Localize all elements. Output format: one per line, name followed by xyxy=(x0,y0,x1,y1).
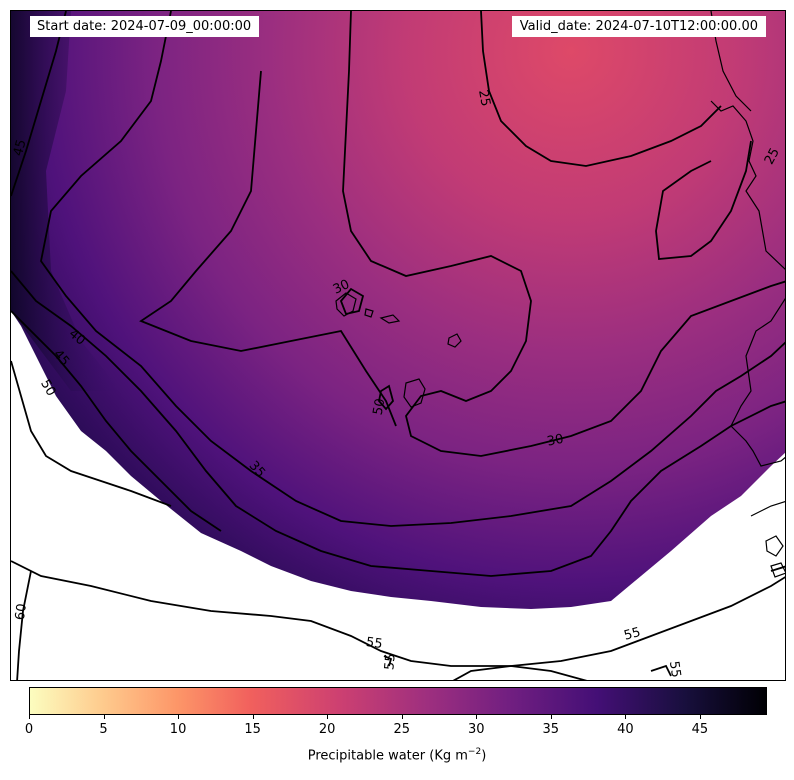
colorbar-tick xyxy=(401,715,403,719)
colorbar-tick-label: 25 xyxy=(393,722,410,737)
contour-label-25b: 25 xyxy=(762,146,783,168)
contour-55-lower xyxy=(452,665,588,680)
southeast-coastline xyxy=(730,298,785,467)
map-panel: 25 25 30 30 35 40 45 45 50 50 55 55 55 5… xyxy=(10,10,786,681)
contour-label-50a: 50 xyxy=(37,377,58,399)
contour-label-60: 60 xyxy=(13,603,30,621)
map-canvas: 25 25 30 30 35 40 45 45 50 50 55 55 55 5… xyxy=(11,11,785,680)
colorbar-label-text: Precipitable water (Kg m xyxy=(307,748,468,764)
colorbar-tick-label: 35 xyxy=(542,722,560,737)
contour-25-east xyxy=(655,140,752,260)
contour-60-left xyxy=(16,570,32,680)
contour-50-blob xyxy=(378,384,394,411)
colorbar-label: Precipitable water (Kg m−2) xyxy=(0,747,794,763)
colorbar-tick-label: 15 xyxy=(244,722,261,737)
contour-40 xyxy=(11,11,67,197)
colorbar-tick xyxy=(699,715,701,719)
contour-label-30a: 30 xyxy=(331,277,352,298)
valid-date-label: Valid_date: 2024-07-10T12:00:00.00 xyxy=(511,16,766,37)
island-4 xyxy=(403,378,426,408)
island-3 xyxy=(447,333,462,348)
field-left-edge-shading xyxy=(11,11,121,391)
colorbar-tick-label: 10 xyxy=(169,722,187,737)
colorbar-tick xyxy=(178,715,180,719)
contour-label-25a: 25 xyxy=(475,89,493,108)
colorbar-tick-label: 40 xyxy=(617,722,634,737)
contour-label-30b: 30 xyxy=(546,432,565,450)
colorbar-tick-label: 5 xyxy=(99,722,108,737)
contour-45-south xyxy=(11,310,222,532)
island-2 xyxy=(364,308,374,318)
colorbar-tick xyxy=(550,715,552,719)
colorbar-tick-label: 45 xyxy=(691,722,709,737)
contour-55-tiny xyxy=(383,655,393,667)
contour-label-55a: 55 xyxy=(365,635,383,652)
colorbar-tick xyxy=(625,715,627,719)
contour-30-blob xyxy=(339,287,365,316)
contour-label-55d: 55 xyxy=(666,660,683,678)
precipitable-water-field xyxy=(11,11,785,609)
contour-30 xyxy=(342,11,785,457)
colorbar-label-exponent: −2 xyxy=(467,747,482,757)
east-coast-peninsula xyxy=(710,100,785,270)
colorbar-tick xyxy=(29,715,30,719)
colorbar xyxy=(29,687,767,715)
contour-lines xyxy=(11,11,785,680)
contour-55-far-right xyxy=(770,565,785,572)
contour-55-south xyxy=(11,560,785,667)
colorbar-tick xyxy=(252,715,254,719)
contour-label-50b: 50 xyxy=(371,397,389,416)
colorbar-tick xyxy=(327,715,329,719)
coastlines xyxy=(335,11,785,578)
colorbar-label-close: ) xyxy=(481,748,487,764)
colorbar-tick xyxy=(103,715,105,719)
contour-55-hook xyxy=(650,664,672,677)
contour-label-55b: 55 xyxy=(382,653,398,671)
contour-35 xyxy=(40,11,785,527)
start-date-label: Start date: 2024-07-09_00:00:00 xyxy=(30,16,260,37)
contour-30-inner xyxy=(139,70,397,427)
colorbar-tick-label: 30 xyxy=(467,722,485,737)
colorbar-tick-label: 20 xyxy=(318,722,336,737)
colorbar-tick xyxy=(476,715,478,719)
colorbar-tick-label: 0 xyxy=(24,722,34,737)
island-1 xyxy=(335,292,357,317)
contour-50-left xyxy=(11,360,172,507)
contour-40-south xyxy=(11,270,785,577)
contour-label-55c: 55 xyxy=(622,625,642,644)
contour-25-west xyxy=(480,11,722,167)
south-landmass-coast xyxy=(750,500,785,517)
contour-label-45a: 45 xyxy=(11,138,30,158)
island-5 xyxy=(379,314,401,324)
south-islands xyxy=(765,535,785,578)
